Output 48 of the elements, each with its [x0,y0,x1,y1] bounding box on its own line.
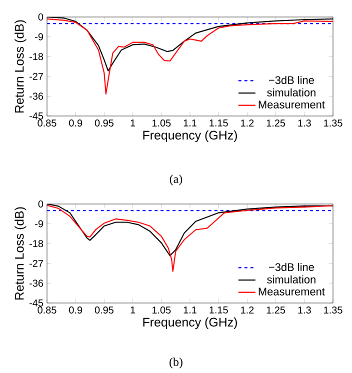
y-tick-label: -36 [30,280,44,287]
x-tick-label: 0.85 [38,120,56,127]
y-axis-title: Return Loss (dB) [14,207,26,300]
y-tick-label: -45 [30,112,44,120]
legend-label: simulation [267,275,316,284]
x-tick-label: 1.2 [241,120,254,126]
text: (b) [170,358,182,368]
y-tick-label: -9 [35,220,44,228]
legend-label: simulation [267,88,316,96]
x-tick-label: 0.9 [69,120,82,127]
line-series [47,204,334,272]
legend-label: Measurement [258,288,325,296]
x-tick-label: 1.3 [298,120,311,127]
y-tick-label: -45 [30,300,44,306]
x-tick-label: 1.2 [241,306,254,314]
y-tick-label: -9 [35,33,44,40]
legend-label: Measurement [258,100,325,108]
x-tick-label: 1.15 [210,120,228,126]
x-tick-label: 0.9 [69,306,82,314]
x-tick-label: 1.1 [184,306,196,314]
x-tick-label: 1.1 [184,120,196,126]
x-tick-label: 1 [130,306,136,314]
x-tick-label: 1.15 [210,306,228,314]
x-axis-title: Frequency (GHz) [143,317,237,330]
x-tick-label: 1.35 [324,120,342,127]
legend-label: −3dB line [269,76,314,84]
x-tick-label: 0.95 [94,120,114,127]
x-tick-label: 0.85 [38,306,56,314]
y-tick-label: -18 [30,240,44,248]
x-tick-label: 1.05 [152,306,171,314]
legend-label: −3dB line [269,262,314,271]
y-tick-label: -36 [30,92,44,100]
x-tick-label: 1.05 [152,120,171,127]
y-tick-label: -27 [30,72,43,80]
text: (a) [170,174,182,186]
y-tick-label: -18 [30,53,44,60]
x-tick-label: 1 [130,120,136,126]
x-tick-label: 1.3 [298,306,311,314]
y-tick-label: 0 [38,200,44,208]
line-series [47,18,334,95]
y-tick-label: -27 [30,260,43,267]
x-tick-label: 0.95 [94,306,114,314]
y-axis-title: Return Loss (dB) [14,20,26,113]
x-axis-title: Frequency (GHz) [143,130,237,142]
x-tick-label: 1.25 [266,306,286,314]
x-tick-label: 1.25 [266,120,286,127]
y-tick-label: 0 [38,13,44,21]
x-tick-label: 1.35 [324,306,342,314]
